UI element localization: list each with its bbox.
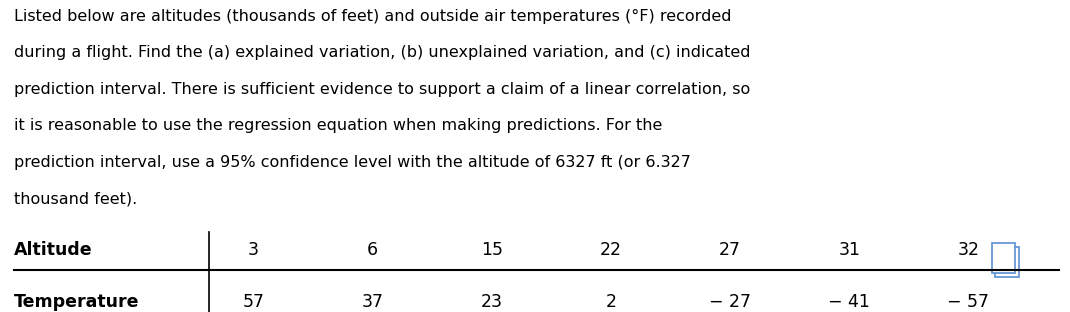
Text: Listed below are altitudes (thousands of feet) and outside air temperatures (°F): Listed below are altitudes (thousands of… <box>14 9 732 24</box>
Text: Temperature: Temperature <box>14 293 139 311</box>
Text: during a flight. Find the (a) explained variation, (b) unexplained variation, an: during a flight. Find the (a) explained … <box>14 46 750 61</box>
Text: 27: 27 <box>719 241 742 259</box>
Text: thousand feet).: thousand feet). <box>14 192 137 207</box>
Bar <box>992 243 1015 273</box>
Text: 57: 57 <box>243 293 264 311</box>
Text: 6: 6 <box>367 241 379 259</box>
Text: 22: 22 <box>600 241 622 259</box>
Text: prediction interval. There is sufficient evidence to support a claim of a linear: prediction interval. There is sufficient… <box>14 82 750 97</box>
Text: prediction interval, use a 95% confidence level with the altitude of 6327 ft (or: prediction interval, use a 95% confidenc… <box>14 155 691 170</box>
Text: 32: 32 <box>958 241 979 259</box>
Text: 3: 3 <box>248 241 259 259</box>
Text: − 27: − 27 <box>709 293 751 311</box>
Text: Altitude: Altitude <box>14 241 92 259</box>
Text: − 57: − 57 <box>947 293 990 311</box>
Text: it is reasonable to use the regression equation when making predictions. For the: it is reasonable to use the regression e… <box>14 119 662 134</box>
Bar <box>995 247 1019 277</box>
Text: 31: 31 <box>838 241 860 259</box>
Text: 23: 23 <box>480 293 503 311</box>
Text: 15: 15 <box>480 241 503 259</box>
Text: 2: 2 <box>606 293 616 311</box>
Text: 37: 37 <box>362 293 384 311</box>
Text: − 41: − 41 <box>828 293 870 311</box>
